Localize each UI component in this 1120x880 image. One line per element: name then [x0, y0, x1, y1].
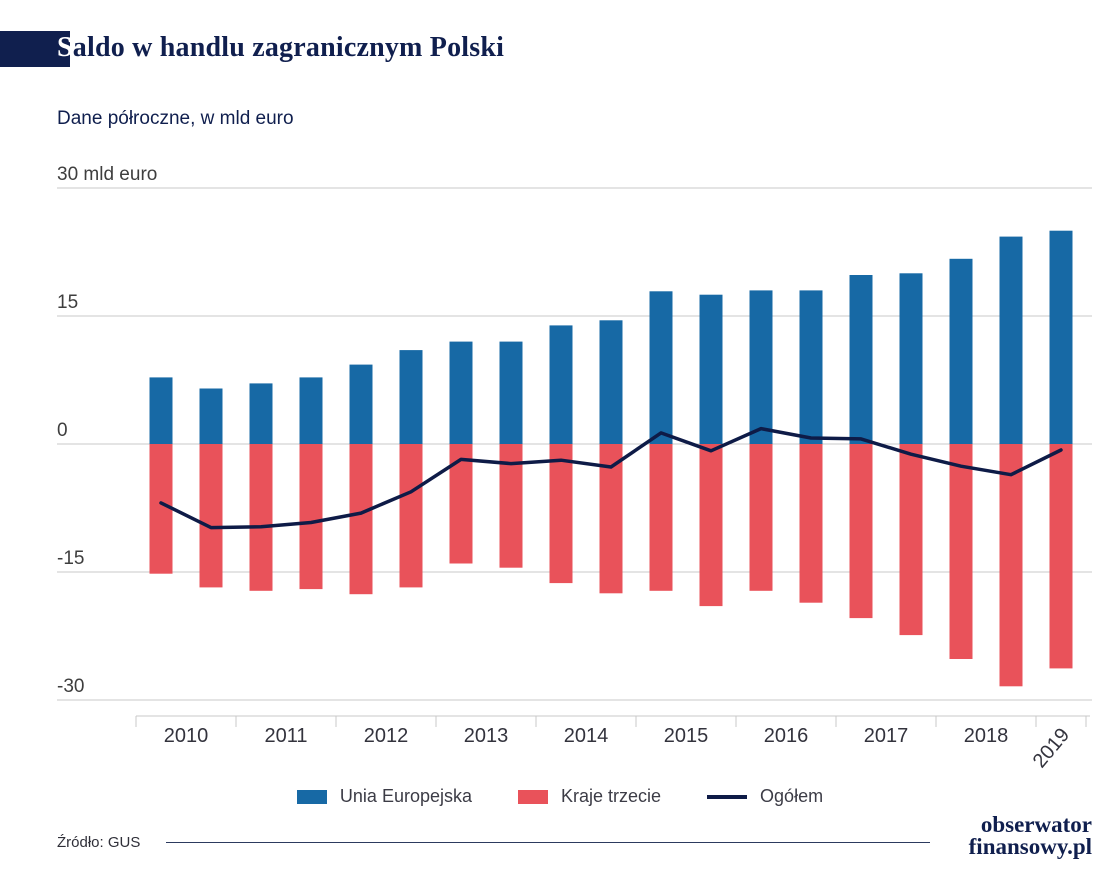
source-label: Źródło: GUS	[57, 834, 141, 851]
brand-logo-line2: finansowy.pl	[968, 834, 1092, 859]
bar	[299, 377, 323, 444]
bar	[399, 444, 423, 588]
bar	[149, 377, 173, 444]
y-tick-label: -30	[57, 676, 84, 697]
bar	[699, 294, 723, 444]
legend-label-eu: Unia Europejska	[339, 786, 472, 806]
bar	[599, 444, 623, 594]
bar	[499, 341, 523, 444]
bar	[199, 444, 223, 588]
x-year-label: 2019	[1029, 724, 1074, 772]
legend-swatch-third	[518, 789, 548, 804]
title-rest: aldo w handlu zagranicznym Polski	[72, 32, 505, 63]
y-tick-label: 15	[57, 292, 78, 313]
bar	[549, 444, 573, 584]
bar	[849, 275, 873, 444]
bar	[899, 273, 923, 444]
x-year-label: 2010	[164, 725, 209, 747]
bar	[599, 320, 623, 444]
title-accent-block	[0, 31, 70, 67]
bar-series-eu	[149, 230, 1073, 444]
bar	[449, 444, 473, 564]
x-year-label: 2012	[364, 725, 409, 747]
title-first-letter: S	[57, 32, 73, 63]
chart-legend: Unia Europejska Kraje trzecie Ogółem	[0, 786, 1120, 807]
bar	[299, 444, 323, 590]
bar	[249, 383, 273, 444]
bar	[499, 444, 523, 568]
bar	[399, 350, 423, 444]
bar	[799, 290, 823, 444]
bar	[199, 388, 223, 444]
bar	[249, 444, 273, 591]
bar	[749, 290, 773, 444]
page-title: Saldo w handlu zagranicznym Polski	[57, 29, 504, 67]
chart-subtitle: Dane półroczne, w mld euro	[57, 108, 294, 129]
x-year-label: 2013	[464, 725, 509, 747]
footer-rule	[166, 842, 930, 843]
x-year-label: 2015	[664, 725, 709, 747]
legend-swatch-total-line	[707, 794, 748, 799]
bar	[349, 364, 373, 444]
bar	[949, 444, 973, 659]
bar	[1049, 230, 1073, 444]
legend-label-total: Ogółem	[760, 786, 824, 806]
bar	[799, 444, 823, 603]
legend-label-third: Kraje trzecie	[561, 786, 662, 806]
bar	[699, 444, 723, 607]
legend-item-total: Ogółem	[707, 786, 823, 807]
x-year-label: 2017	[864, 725, 909, 747]
brand-logo-line1: obserwator	[980, 812, 1092, 837]
x-year-label: 2018	[964, 725, 1009, 747]
y-tick-label: 30 mld euro	[57, 164, 157, 185]
brand-logo: obserwator finansowy.pl	[968, 812, 1092, 859]
legend-swatch-eu	[296, 789, 327, 804]
bar	[949, 258, 973, 444]
y-tick-label: 0	[57, 420, 68, 441]
x-year-label: 2011	[264, 725, 307, 747]
bar	[649, 444, 673, 591]
legend-item-third: Kraje trzecie	[518, 786, 661, 807]
y-tick-label: -15	[57, 548, 84, 569]
bar	[149, 444, 173, 574]
x-year-label: 2014	[564, 725, 609, 747]
bar	[749, 444, 773, 591]
bar	[449, 341, 473, 444]
bar	[349, 444, 373, 595]
bar	[849, 444, 873, 619]
total-line	[159, 426, 1063, 530]
x-year-label: 2016	[764, 725, 809, 747]
bar	[999, 444, 1023, 687]
bar-series-third	[149, 444, 1073, 687]
bar	[999, 236, 1023, 444]
legend-item-eu: Unia Europejska	[296, 786, 472, 807]
bar	[899, 444, 923, 636]
bar	[1049, 444, 1073, 669]
bar	[649, 291, 673, 444]
bar	[549, 325, 573, 444]
